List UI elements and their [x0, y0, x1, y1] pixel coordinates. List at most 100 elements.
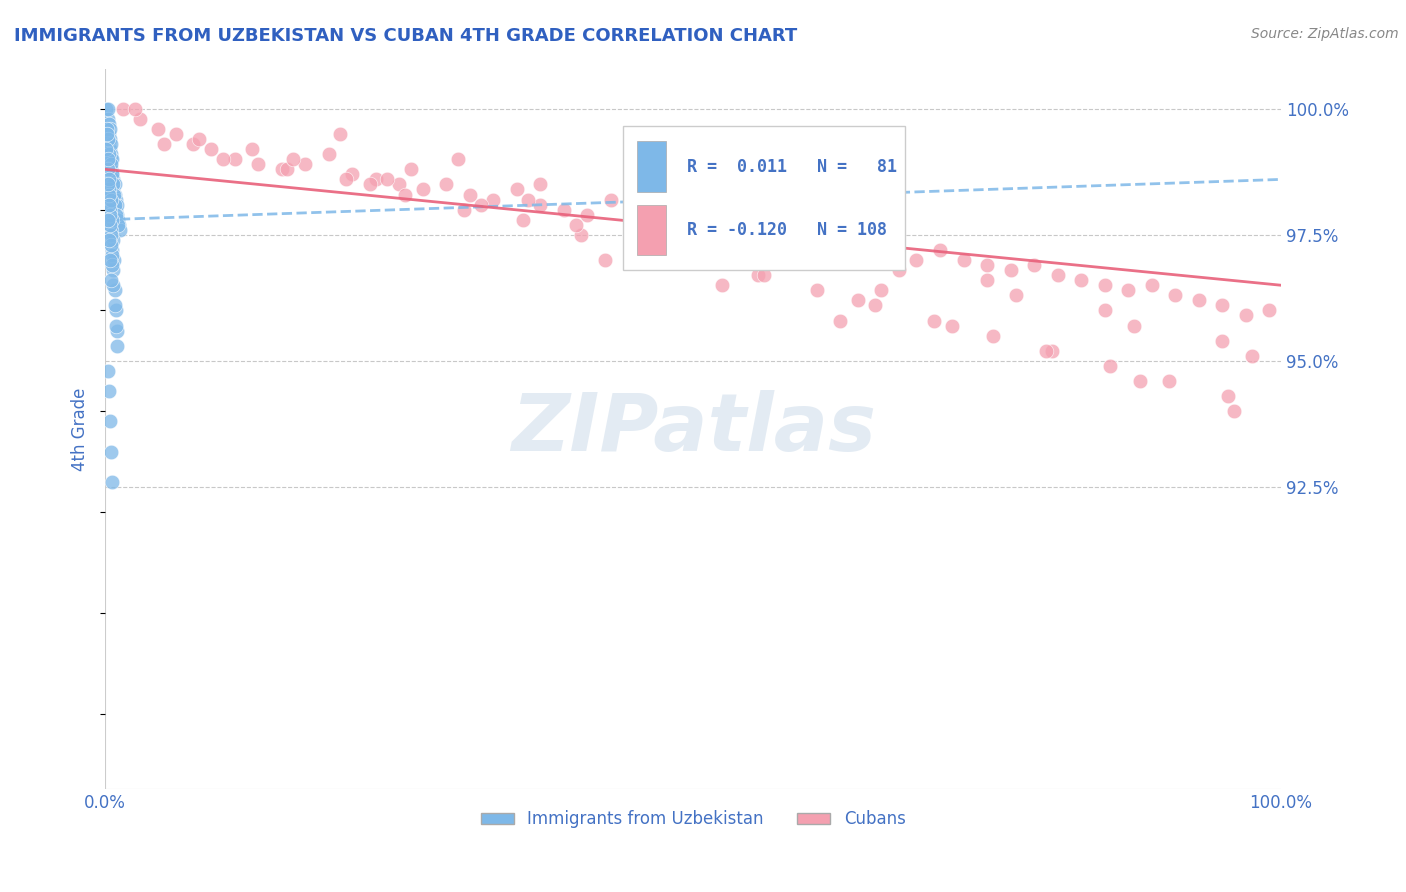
Point — [747, 268, 769, 282]
Point — [96, 142, 118, 156]
Point — [97, 364, 120, 378]
Point — [553, 202, 575, 217]
Point — [108, 218, 131, 232]
Point — [529, 178, 551, 192]
Point — [247, 157, 270, 171]
Point — [787, 233, 810, 247]
Point — [100, 147, 122, 161]
Point — [399, 162, 422, 177]
Point — [1159, 374, 1181, 388]
Point — [103, 253, 125, 268]
Point — [100, 193, 122, 207]
Point — [97, 117, 120, 131]
Point — [98, 208, 121, 222]
Point — [647, 208, 669, 222]
Point — [105, 208, 128, 222]
Point — [1035, 343, 1057, 358]
Point — [882, 248, 904, 262]
Point — [388, 178, 411, 192]
Point — [693, 223, 716, 237]
Point — [1211, 334, 1233, 348]
Point — [453, 202, 475, 217]
Point — [806, 283, 828, 297]
Point — [100, 223, 122, 237]
Point — [98, 253, 121, 268]
Point — [100, 172, 122, 186]
Text: IMMIGRANTS FROM UZBEKISTAN VS CUBAN 4TH GRADE CORRELATION CHART: IMMIGRANTS FROM UZBEKISTAN VS CUBAN 4TH … — [14, 27, 797, 45]
Point — [98, 142, 121, 156]
Point — [658, 243, 681, 257]
Point — [97, 102, 120, 116]
Point — [1005, 288, 1028, 302]
Point — [1223, 404, 1246, 418]
Point — [1022, 258, 1045, 272]
Point — [101, 178, 124, 192]
Point — [100, 227, 122, 242]
Point — [394, 187, 416, 202]
Point — [329, 127, 352, 141]
FancyBboxPatch shape — [637, 141, 666, 192]
Point — [741, 218, 763, 232]
Point — [107, 212, 129, 227]
Point — [1216, 389, 1239, 403]
Point — [283, 153, 305, 167]
Point — [146, 122, 169, 136]
Point — [97, 153, 120, 167]
Point — [97, 212, 120, 227]
Point — [101, 233, 124, 247]
Point — [200, 142, 222, 156]
Point — [165, 127, 187, 141]
Point — [104, 197, 127, 211]
Point — [811, 238, 834, 252]
Point — [1099, 359, 1122, 373]
Point — [835, 243, 858, 257]
Point — [105, 208, 128, 222]
Point — [905, 253, 928, 268]
Point — [1116, 283, 1139, 297]
Point — [887, 263, 910, 277]
Point — [1234, 309, 1257, 323]
Point — [100, 238, 122, 252]
Point — [97, 112, 120, 126]
Point — [628, 238, 651, 252]
Point — [103, 182, 125, 196]
Point — [101, 187, 124, 202]
Point — [858, 233, 880, 247]
FancyBboxPatch shape — [623, 126, 904, 270]
Point — [517, 193, 540, 207]
Point — [1094, 303, 1116, 318]
Point — [101, 153, 124, 167]
Point — [1123, 318, 1146, 333]
Point — [98, 132, 121, 146]
Point — [688, 253, 710, 268]
Point — [1188, 293, 1211, 308]
Point — [98, 414, 121, 428]
Point — [124, 102, 146, 116]
Point — [506, 182, 529, 196]
Point — [952, 253, 974, 268]
Point — [870, 283, 893, 297]
Legend: Immigrants from Uzbekistan, Cubans: Immigrants from Uzbekistan, Cubans — [474, 804, 912, 835]
Point — [101, 243, 124, 257]
Point — [335, 172, 357, 186]
Point — [623, 193, 645, 207]
Point — [340, 167, 363, 181]
Point — [97, 187, 120, 202]
Point — [240, 142, 263, 156]
Point — [129, 112, 152, 126]
Text: Source: ZipAtlas.com: Source: ZipAtlas.com — [1251, 27, 1399, 41]
Point — [183, 137, 205, 152]
Point — [104, 303, 127, 318]
FancyBboxPatch shape — [637, 205, 666, 255]
Point — [104, 283, 127, 297]
Point — [1129, 374, 1152, 388]
Point — [634, 223, 657, 237]
Point — [105, 339, 128, 353]
Point — [828, 313, 851, 327]
Y-axis label: 4th Grade: 4th Grade — [72, 387, 89, 471]
Point — [97, 132, 120, 146]
Point — [104, 318, 127, 333]
Point — [100, 167, 122, 181]
Point — [97, 384, 120, 398]
Point — [1164, 288, 1187, 302]
